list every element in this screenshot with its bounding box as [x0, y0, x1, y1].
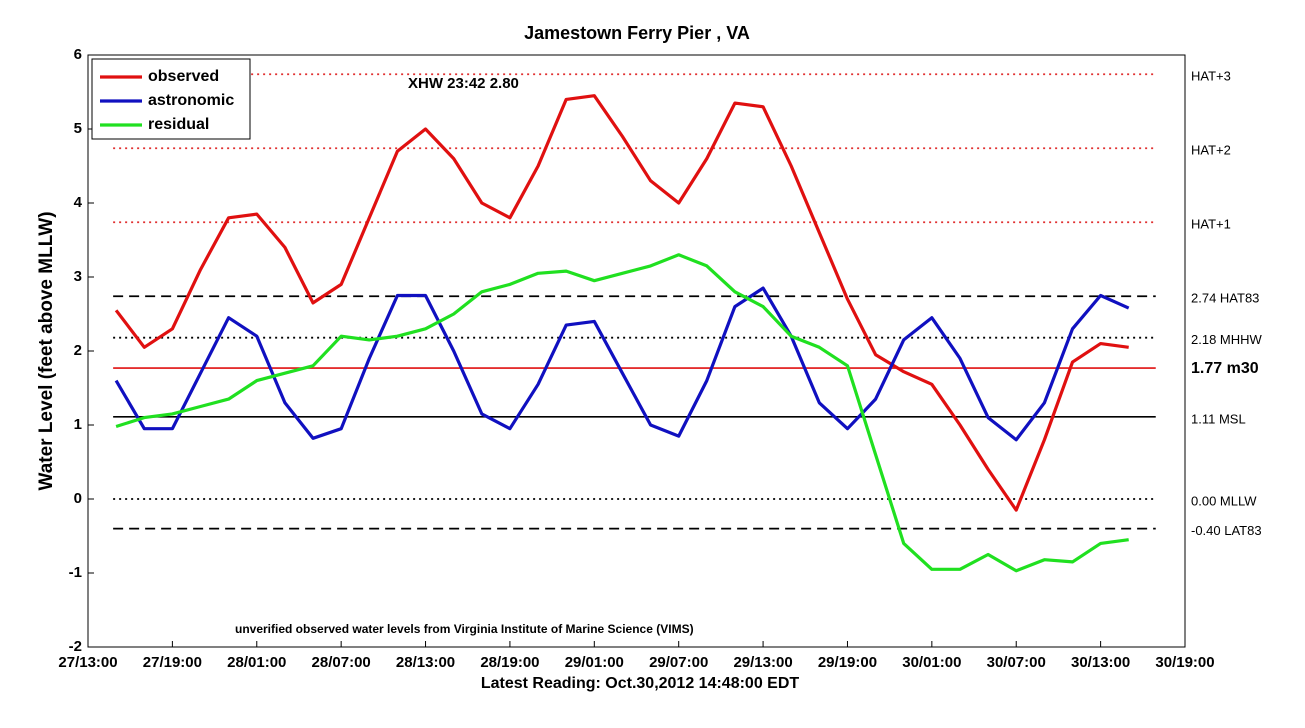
x-tick-label: 30/07:00 [987, 654, 1046, 671]
reference-label: HAT+2 [1191, 143, 1231, 158]
x-tick-label: 27/19:00 [143, 654, 202, 671]
y-tick-label: 0 [74, 490, 82, 507]
legend-label: observed [148, 68, 219, 85]
reference-label: 2.74 HAT83 [1191, 291, 1259, 306]
y-tick-label: -1 [69, 564, 82, 581]
y-tick-label: 6 [74, 46, 82, 63]
reference-label: HAT+1 [1191, 217, 1231, 232]
series-line [114, 94, 1129, 512]
x-tick-label: 29/13:00 [733, 654, 792, 671]
reference-label: 0.00 MLLW [1191, 493, 1257, 508]
x-tick-label: 29/07:00 [649, 654, 708, 671]
legend-label: residual [148, 116, 209, 133]
y-tick-label: 1 [74, 416, 82, 433]
x-tick-label: 30/01:00 [902, 654, 961, 671]
x-tick-label: 28/07:00 [312, 654, 371, 671]
reference-label: HAT+3 [1191, 69, 1231, 84]
y-axis-label: Water Level (feet above MLLW) [36, 211, 57, 490]
reference-label: 1.77 m30 [1191, 360, 1259, 377]
x-tick-label: 29/01:00 [565, 654, 624, 671]
series-line [114, 286, 1130, 442]
plot-frame [87, 54, 1186, 648]
x-tick-label: 28/01:00 [227, 654, 286, 671]
y-tick-label: -2 [69, 638, 82, 655]
annotation: XHW 23:42 2.80 [408, 75, 519, 92]
reference-label: -0.40 LAT83 [1191, 523, 1262, 538]
legend-label: astronomic [148, 92, 234, 109]
reference-label: 2.18 MHHW [1191, 332, 1263, 347]
y-tick-label: 4 [74, 194, 83, 211]
x-tick-label: 28/13:00 [396, 654, 455, 671]
x-axis-label: Latest Reading: Oct.30,2012 14:48:00 EDT [481, 675, 800, 692]
y-tick-label: 2 [74, 342, 82, 359]
x-tick-label: 27/13:00 [58, 654, 117, 671]
x-tick-label: 30/13:00 [1071, 654, 1130, 671]
x-tick-label: 28/19:00 [480, 654, 539, 671]
x-tick-label: 30/19:00 [1155, 654, 1214, 671]
chart-title: Jamestown Ferry Pier , VA [524, 23, 750, 43]
y-tick-label: 5 [74, 120, 82, 137]
reference-label: 1.11 MSL [1191, 411, 1246, 426]
annotation: unverified observed water levels from Vi… [235, 622, 694, 636]
x-tick-label: 29/19:00 [818, 654, 877, 671]
series-line [115, 253, 1129, 573]
y-tick-label: 3 [74, 268, 82, 285]
